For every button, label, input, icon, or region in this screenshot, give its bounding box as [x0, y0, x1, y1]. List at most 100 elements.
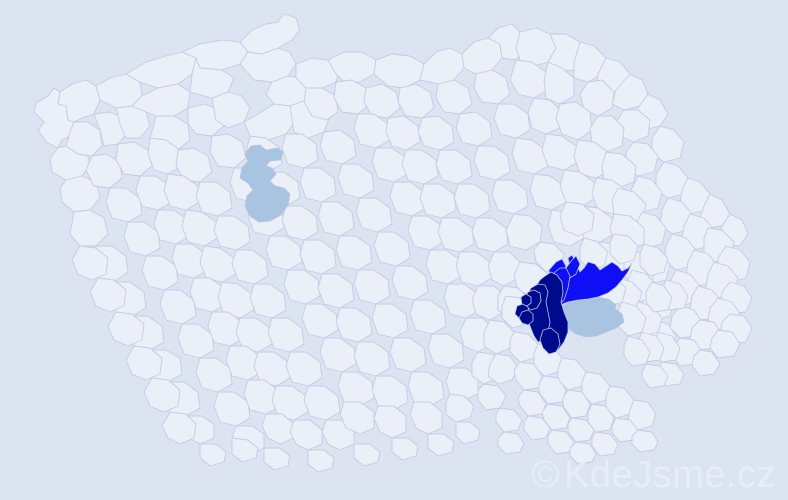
district-base-bm-18[interactable]: [409, 401, 443, 435]
district-base-s4-7[interactable]: [335, 307, 373, 343]
district-base-lm-15[interactable]: [541, 133, 579, 171]
district-base-m-4[interactable]: [147, 137, 183, 175]
district-base-mo-e12[interactable]: [631, 429, 659, 453]
district-base-s-2[interactable]: [123, 221, 161, 257]
district-base-s-7[interactable]: [281, 205, 319, 241]
district-base-s4-8[interactable]: [371, 303, 409, 339]
district-base-mo-22[interactable]: [569, 441, 597, 465]
district-base-lm-2[interactable]: [105, 187, 143, 223]
district-base-lm-5[interactable]: [195, 181, 233, 217]
district-base-fs-2[interactable]: [195, 357, 233, 393]
district-base-s2-5[interactable]: [231, 249, 269, 285]
district-base-s-4[interactable]: [181, 209, 219, 247]
district-base-ne-2[interactable]: [573, 41, 607, 83]
district-base-s-15[interactable]: [559, 169, 597, 207]
district-base-s3-4[interactable]: [217, 281, 255, 319]
district-base-w-7[interactable]: [211, 91, 251, 129]
district-base-m-6[interactable]: [209, 133, 247, 169]
district-base-s-8[interactable]: [317, 201, 355, 237]
district-base-s4-5[interactable]: [267, 317, 305, 353]
district-base-mo-23[interactable]: [497, 431, 525, 455]
district-base-s3-21[interactable]: [709, 329, 741, 359]
district-base-bm-21[interactable]: [263, 447, 291, 471]
district-base-fs-8[interactable]: [389, 337, 427, 373]
district-base-n-6[interactable]: [373, 53, 425, 89]
district-base-bm-17[interactable]: [373, 405, 407, 439]
district-base-m-13[interactable]: [455, 111, 493, 147]
district-base-s3-10[interactable]: [425, 249, 463, 285]
district-base-wl-4[interactable]: [125, 345, 163, 381]
district-base-m-12[interactable]: [417, 115, 455, 151]
district-base-m-20[interactable]: [679, 177, 711, 215]
district-base-s2-7[interactable]: [299, 239, 337, 275]
district-base-c-8[interactable]: [473, 69, 511, 105]
district-base-mo-20[interactable]: [523, 415, 551, 441]
district-base-c-10[interactable]: [543, 61, 575, 105]
district-base-bm-19[interactable]: [445, 393, 475, 423]
district-base-m-9[interactable]: [319, 129, 357, 165]
district-base-bm-25[interactable]: [427, 433, 455, 457]
district-base-s4-4[interactable]: [235, 317, 273, 353]
district-base-mo-e11[interactable]: [641, 363, 669, 389]
district-base-fs-6[interactable]: [319, 337, 357, 373]
district-base-c-9[interactable]: [509, 59, 549, 99]
district-base-c-3[interactable]: [303, 87, 339, 121]
district-base-lm-12[interactable]: [435, 149, 473, 185]
district-base-bm-13[interactable]: [261, 413, 295, 445]
district-base-s2-11[interactable]: [437, 217, 475, 253]
district-base-s3-12[interactable]: [487, 251, 521, 287]
district-base-nw-2[interactable]: [57, 79, 101, 123]
district-base-c-6[interactable]: [397, 83, 435, 119]
district-base-m-21[interactable]: [699, 193, 731, 229]
district-base-s-10[interactable]: [389, 181, 427, 217]
district-base-m-15[interactable]: [527, 97, 563, 135]
district-base-bm-11[interactable]: [487, 353, 519, 385]
district-base-m-3[interactable]: [115, 141, 153, 177]
district-base-lm-9[interactable]: [337, 163, 375, 199]
district-base-s2-10[interactable]: [407, 215, 445, 251]
district-base-wl-6[interactable]: [161, 411, 197, 445]
district-base-ne-4[interactable]: [611, 73, 649, 111]
district-base-s-12[interactable]: [453, 183, 491, 219]
district-base-wl-3[interactable]: [107, 311, 145, 347]
district-base-s-9[interactable]: [355, 197, 393, 233]
district-base-w-4[interactable]: [115, 105, 151, 139]
district-highlight-central-bohemia-highland[interactable]: [239, 144, 291, 223]
district-base-lm-4[interactable]: [163, 173, 201, 211]
district-base-s2-13[interactable]: [505, 213, 543, 251]
district-base-bm-6[interactable]: [337, 371, 375, 407]
district-base-s3-7[interactable]: [317, 273, 355, 309]
district-base-wl-5[interactable]: [143, 377, 181, 413]
district-base-bm-5[interactable]: [303, 385, 341, 421]
district-base-s-14[interactable]: [529, 173, 567, 211]
district-base-n-1[interactable]: [239, 13, 301, 55]
district-base-mo-16[interactable]: [541, 403, 571, 431]
district-base-s3-2[interactable]: [159, 289, 197, 325]
district-base-bm-26[interactable]: [455, 421, 481, 445]
district-base-mo-14[interactable]: [495, 407, 523, 433]
district-base-c-11[interactable]: [579, 79, 615, 117]
district-base-s2-4[interactable]: [199, 245, 237, 283]
district-base-n-8[interactable]: [461, 37, 503, 75]
district-base-m-2[interactable]: [85, 153, 123, 189]
district-base-wl-1[interactable]: [71, 245, 109, 281]
district-base-s3-8[interactable]: [353, 269, 391, 305]
district-base-lm-8[interactable]: [299, 167, 337, 203]
district-base-si-1[interactable]: [559, 201, 595, 237]
district-base-wl-2[interactable]: [89, 277, 127, 313]
district-base-s4-11[interactable]: [471, 285, 507, 321]
district-base-wl-7[interactable]: [199, 443, 227, 467]
district-base-mo-4[interactable]: [509, 331, 539, 363]
district-base-fs-4[interactable]: [253, 351, 291, 387]
district-base-bm-7[interactable]: [371, 375, 409, 411]
district-base-s4-2[interactable]: [177, 323, 215, 359]
district-base-si-6[interactable]: [645, 281, 673, 313]
district-base-s4-20[interactable]: [691, 349, 721, 377]
district-base-s4-3[interactable]: [207, 311, 245, 347]
district-base-lm-14[interactable]: [511, 137, 549, 175]
district-base-bm-24[interactable]: [391, 437, 419, 461]
district-base-fs-5[interactable]: [285, 351, 323, 387]
district-base-s2-6[interactable]: [265, 235, 303, 271]
district-base-c-5[interactable]: [363, 83, 401, 119]
district-base-fs-11[interactable]: [483, 319, 515, 355]
